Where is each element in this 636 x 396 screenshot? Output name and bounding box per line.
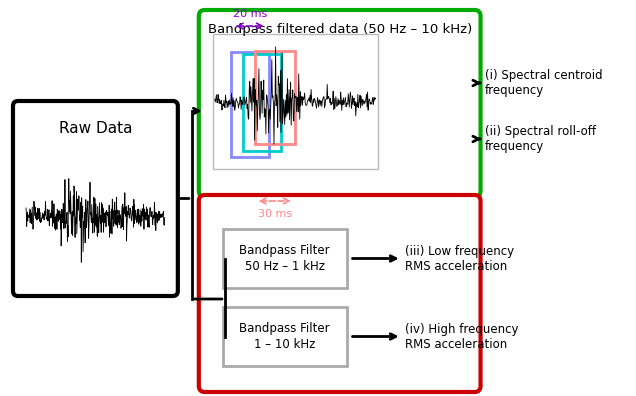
Text: Bandpass Filter: Bandpass Filter xyxy=(239,244,330,257)
Text: 30 ms: 30 ms xyxy=(258,209,292,219)
FancyBboxPatch shape xyxy=(199,195,481,392)
Bar xyxy=(243,54,280,151)
Text: (iv) High frequency
RMS acceleration: (iv) High frequency RMS acceleration xyxy=(404,322,518,350)
FancyBboxPatch shape xyxy=(213,34,378,169)
FancyBboxPatch shape xyxy=(13,101,178,296)
Text: 1 – 10 kHz: 1 – 10 kHz xyxy=(254,338,315,351)
FancyBboxPatch shape xyxy=(223,307,347,366)
Text: Bandpass filtered data (50 Hz – 10 kHz): Bandpass filtered data (50 Hz – 10 kHz) xyxy=(207,23,472,36)
Text: 20 ms: 20 ms xyxy=(233,9,267,19)
FancyBboxPatch shape xyxy=(223,229,347,288)
Text: Raw Data: Raw Data xyxy=(59,120,132,135)
Text: 50 Hz – 1 kHz: 50 Hz – 1 kHz xyxy=(245,260,325,273)
Text: (i) Spectral centroid
frequency: (i) Spectral centroid frequency xyxy=(485,69,602,97)
Text: Bandpass Filter: Bandpass Filter xyxy=(239,322,330,335)
FancyBboxPatch shape xyxy=(199,10,481,197)
Text: (iii) Low frequency
RMS acceleration: (iii) Low frequency RMS acceleration xyxy=(404,244,514,272)
Text: (ii) Spectral roll-off
frequency: (ii) Spectral roll-off frequency xyxy=(485,125,595,153)
Bar xyxy=(231,52,269,157)
Bar xyxy=(255,51,294,144)
